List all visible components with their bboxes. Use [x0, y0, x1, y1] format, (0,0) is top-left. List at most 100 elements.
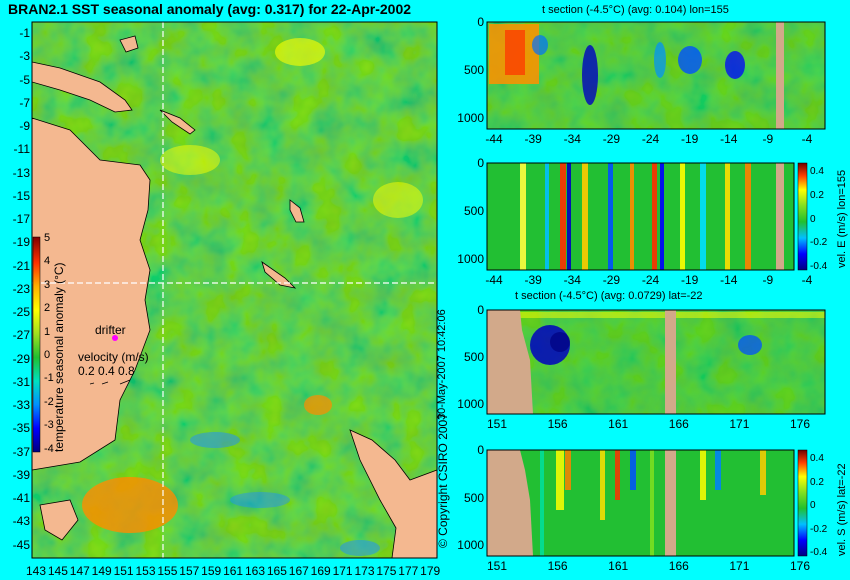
- arrow-icon: [101, 381, 109, 385]
- section-colorbar-tick-label: 0.2: [810, 189, 824, 201]
- section-x-tick-label: -4: [801, 132, 813, 146]
- tasmania-land: [39, 499, 79, 541]
- panel-t-lon-title: t section (-4.5°C) (avg: 0.104) lon=155: [542, 4, 729, 16]
- map-colorbar-tick-label: 0: [44, 349, 51, 361]
- section-colorbar-tick-label: 0.4: [810, 453, 824, 464]
- section-x-tick-label: -44: [485, 273, 503, 287]
- solomon-islands-land: [159, 109, 196, 135]
- map-x-tick-label: 155: [157, 564, 178, 578]
- panel-t-lat-title: t section (-4.5°C) (avg: 0.0729) lat=-22: [515, 290, 703, 302]
- new-caledonia-land: [261, 261, 297, 289]
- map-y-tick-label: -7: [19, 95, 30, 110]
- section-colorbar-tick-label: 0.2: [810, 476, 824, 488]
- magenta-dot-icon: [112, 335, 118, 341]
- section-x-tick-label: 171: [729, 559, 750, 573]
- section-x-tick-label: -24: [641, 132, 660, 146]
- panel-v-lat: [486, 449, 795, 557]
- section-colorbar-tick-label: 0: [810, 500, 816, 511]
- map-y-tick-label: -21: [12, 258, 30, 273]
- map-colorbar: [32, 236, 41, 453]
- map-x-tick-label: 165: [266, 564, 287, 578]
- section-y-tick-label: 500: [463, 63, 484, 78]
- map-y-tick-label: -19: [12, 235, 30, 250]
- section-y-tick-label: 0: [477, 15, 484, 29]
- section-colorbar-tick-label: 0.4: [810, 166, 824, 177]
- sst-map: [31, 21, 438, 559]
- section-y-tick-label: 0: [477, 443, 484, 457]
- section-x-tick-label: -9: [762, 132, 774, 146]
- map-y-tick-label: -15: [12, 188, 30, 203]
- section-colorbar-tick-label: -0.4: [810, 261, 828, 272]
- velocity-label: velocity (m/s): [78, 350, 149, 364]
- map-colorbar-tick-label: 2: [44, 302, 51, 315]
- map-x-tick-label: 159: [201, 564, 222, 578]
- map-x-tick-label: 169: [310, 564, 331, 578]
- section-x-tick-label: 156: [547, 559, 568, 573]
- section-x-tick-label: 161: [608, 417, 629, 431]
- section-x-tick-label: 151: [486, 559, 508, 573]
- map-y-tick-label: -41: [12, 491, 30, 505]
- section-y-tick-label: 500: [463, 490, 484, 505]
- section-colorbar-tick-label: -0.2: [810, 523, 828, 535]
- new-guinea-land: [31, 61, 133, 113]
- map-warm-patches: [82, 38, 423, 556]
- map-y-tick-label: -37: [12, 444, 30, 459]
- map-colorbar-tick-label: -4: [44, 442, 54, 455]
- section-x-tick-label: 166: [668, 417, 689, 431]
- map-y-tick-label: -43: [12, 514, 30, 529]
- vel-s-colorbar: [797, 449, 808, 557]
- section-x-tick-label: 161: [608, 559, 629, 573]
- panel-t-lat: [486, 309, 826, 415]
- section-x-tick-label: 166: [668, 559, 689, 573]
- arrow-icon: [119, 379, 131, 385]
- section-y-tick-label: 0: [477, 303, 484, 317]
- vel-e-colorbar-label: vel. E (m/s) lon=155: [836, 169, 848, 268]
- map-x-tick-label: 149: [91, 564, 112, 578]
- drifter-label: drifter: [95, 323, 126, 337]
- map-x-tick-label: 167: [288, 564, 309, 578]
- map-x-tick-label: 163: [244, 564, 266, 578]
- map-y-tick-label: -11: [13, 142, 30, 157]
- map-colorbar-tick-label: -3: [44, 419, 54, 432]
- panel-t-lon: [486, 21, 826, 130]
- map-colorbar-label: temperature seasonal anomaly (°C): [52, 262, 66, 452]
- map-y-tick-label: -31: [12, 374, 30, 389]
- map-title: BRAN2.1 SST seasonal anomaly (avg: 0.317…: [8, 1, 412, 17]
- map-x-tick-label: 171: [332, 564, 353, 578]
- map-y-tick-label: -25: [12, 305, 30, 319]
- australia-land: [31, 117, 151, 471]
- section-y-tick-label: 500: [463, 349, 484, 364]
- map-colorbar-tick-label: -1: [44, 372, 54, 385]
- section-x-tick-label: 156: [547, 417, 568, 431]
- section-x-tick-label: -19: [680, 132, 699, 146]
- map-y-tick-label: -9: [19, 119, 30, 133]
- section-x-tick-label: -44: [485, 132, 503, 146]
- map-y-tick-label: -45: [12, 537, 30, 552]
- map-y-tick-label: -35: [12, 421, 30, 436]
- map-y-tick-label: -33: [12, 398, 30, 412]
- section-colorbar-tick-label: -0.2: [810, 237, 828, 249]
- map-x-tick-label: 151: [113, 564, 134, 578]
- map-x-tick-label: 177: [398, 564, 419, 578]
- section-x-tick-label: -34: [563, 132, 581, 146]
- map-colorbar-tick-label: 1: [44, 325, 51, 338]
- section-x-tick-label: -29: [602, 273, 621, 287]
- map-y-tick-label: -3: [19, 49, 30, 64]
- map-x-tick-label: 153: [135, 564, 156, 578]
- velocity-scale-values: 0.2 0.4 0.8: [78, 364, 135, 378]
- vel-e-colorbar: [797, 162, 808, 271]
- map-x-tick-label: 161: [223, 564, 244, 578]
- section-y-tick-label: 1000: [457, 396, 484, 411]
- section-x-tick-label: -39: [524, 273, 542, 287]
- section-y-tick-label: 1000: [457, 538, 484, 553]
- map-frame: [31, 21, 438, 559]
- map-x-tick-label: 157: [179, 564, 200, 578]
- vanuatu-land: [289, 199, 305, 223]
- map-colorbar-tick-label: -2: [44, 395, 54, 408]
- arrow-icon: [89, 382, 95, 385]
- section-x-tick-label: 176: [789, 417, 811, 431]
- map-y-tick-label: -29: [12, 351, 30, 366]
- section-colorbar-tick-label: -0.4: [810, 547, 828, 558]
- map-x-tick-label: 173: [354, 564, 375, 578]
